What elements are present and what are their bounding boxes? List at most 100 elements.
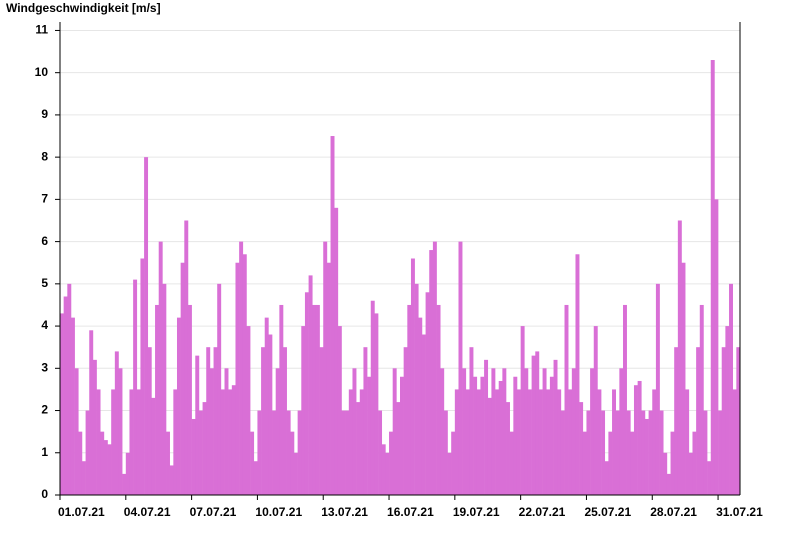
bar — [169, 465, 174, 495]
bar — [407, 304, 412, 495]
bar — [264, 317, 269, 495]
bar — [429, 250, 434, 495]
bar — [443, 410, 448, 495]
bar — [729, 283, 733, 495]
bar — [688, 452, 693, 495]
bar — [129, 389, 134, 495]
bar — [644, 418, 649, 495]
bar — [166, 431, 170, 495]
bar — [451, 431, 456, 495]
bar — [140, 258, 145, 495]
bar — [546, 389, 551, 495]
bar — [162, 283, 167, 495]
bar — [63, 296, 68, 495]
bar — [666, 473, 671, 495]
bar — [250, 431, 255, 495]
bar — [630, 431, 635, 495]
bar — [100, 431, 105, 495]
bar — [118, 368, 123, 495]
bar — [703, 410, 708, 495]
bar — [524, 368, 529, 495]
bar — [228, 389, 233, 495]
bar — [60, 313, 64, 495]
bar — [261, 347, 266, 495]
bar — [732, 389, 737, 495]
bar — [304, 292, 309, 495]
bar — [516, 389, 521, 495]
bar — [707, 461, 712, 495]
bar — [293, 452, 298, 495]
bar — [458, 241, 463, 495]
bar — [217, 283, 222, 495]
bar — [202, 402, 207, 495]
y-tick-label: 8 — [41, 149, 48, 163]
bar — [286, 410, 291, 495]
bar — [612, 389, 616, 495]
bar — [389, 431, 393, 495]
bar — [502, 368, 507, 495]
bar — [308, 275, 313, 495]
y-tick-label: 1 — [41, 445, 48, 459]
bar — [257, 410, 262, 495]
bar — [648, 410, 653, 495]
x-tick-label: 01.07.21 — [58, 505, 105, 519]
bar — [191, 418, 196, 495]
bar — [312, 304, 317, 495]
y-tick-label: 9 — [41, 107, 48, 121]
bar — [593, 326, 598, 495]
bar — [85, 410, 90, 495]
y-tick-label: 0 — [41, 487, 48, 501]
bar — [425, 292, 430, 495]
bar — [92, 359, 97, 495]
bar — [575, 254, 580, 495]
bar — [469, 347, 474, 495]
y-tick-label: 11 — [35, 23, 48, 37]
bar — [604, 461, 609, 495]
bar — [367, 376, 372, 495]
y-tick-label: 5 — [41, 276, 48, 290]
bar — [176, 317, 181, 495]
bar — [721, 347, 726, 495]
bar — [381, 444, 386, 495]
bar — [356, 402, 361, 495]
bar — [597, 389, 602, 495]
bar — [674, 347, 679, 495]
bar — [582, 431, 587, 495]
y-tick-label: 6 — [41, 234, 48, 248]
bar — [107, 444, 112, 495]
y-tick-label: 4 — [41, 318, 48, 332]
bar — [535, 351, 540, 495]
bar — [491, 368, 496, 495]
bar — [151, 397, 156, 495]
bar — [363, 347, 368, 495]
bar — [560, 410, 565, 495]
bar — [655, 283, 660, 495]
bar — [633, 385, 638, 495]
bar — [155, 304, 160, 495]
bar — [553, 359, 558, 495]
bar — [125, 452, 130, 495]
bar — [590, 368, 595, 495]
bar — [685, 389, 690, 495]
bar — [462, 368, 467, 495]
x-tick-label: 16.07.21 — [387, 505, 434, 519]
x-tick-label: 04.07.21 — [124, 505, 171, 519]
bar — [272, 410, 276, 495]
bar — [330, 136, 335, 495]
bar — [374, 313, 379, 495]
bar — [520, 326, 525, 495]
bar — [663, 452, 668, 495]
bar — [396, 402, 401, 495]
bar — [158, 241, 163, 495]
bar — [315, 304, 320, 495]
x-tick-label: 28.07.21 — [650, 505, 697, 519]
bar — [242, 254, 247, 495]
bar — [542, 368, 547, 495]
x-tick-label: 22.07.21 — [519, 505, 566, 519]
chart-title: Windgeschwindigkeit [m/s] — [6, 1, 161, 15]
bar — [370, 300, 375, 495]
bar — [498, 380, 503, 495]
bar — [403, 347, 408, 495]
bar — [725, 326, 730, 495]
bar — [74, 368, 79, 495]
